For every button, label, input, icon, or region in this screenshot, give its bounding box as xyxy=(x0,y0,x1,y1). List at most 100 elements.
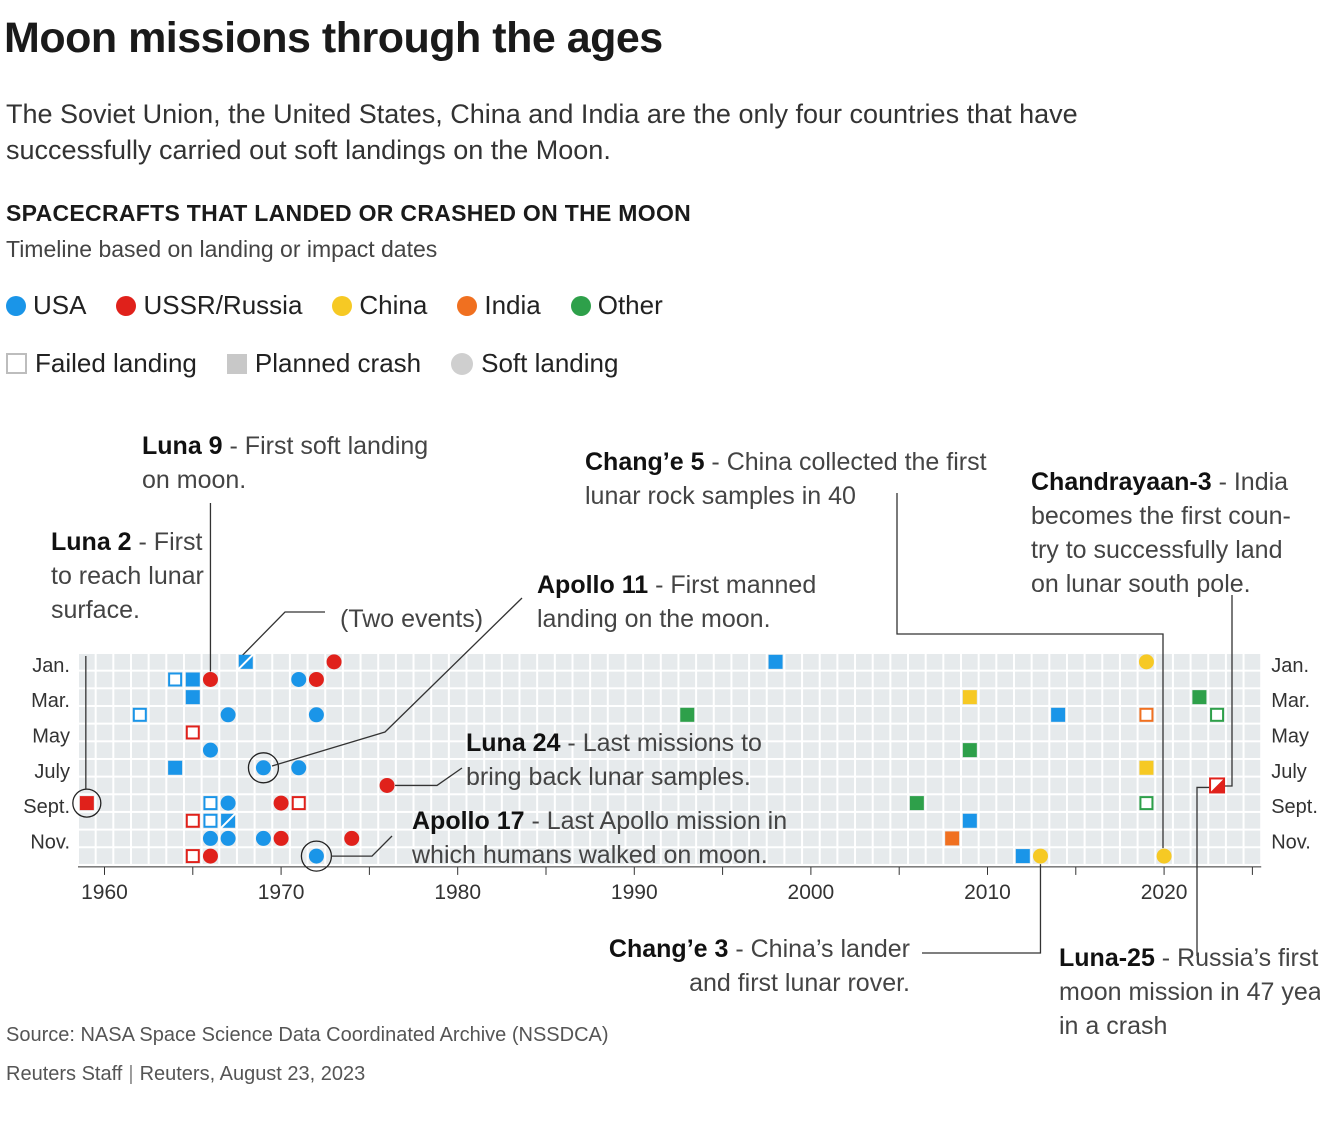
grid-cell xyxy=(697,795,713,811)
apollo11-annotation-text: landing on the moon. xyxy=(537,605,771,633)
mission-point-1965-12 xyxy=(185,849,200,864)
mission-point-1993-4 xyxy=(680,707,695,722)
luna25-leader xyxy=(1196,786,1210,956)
grid-cell xyxy=(184,742,201,758)
grid-cell xyxy=(1085,777,1102,794)
grid-cell xyxy=(326,689,342,705)
grid-cell xyxy=(661,689,678,705)
grid-cell xyxy=(979,671,996,688)
grid-cell xyxy=(873,830,890,847)
grid-cell xyxy=(449,759,466,776)
grid-cell xyxy=(379,654,395,670)
grid-cell xyxy=(750,706,766,723)
grid-cell xyxy=(1120,742,1137,758)
grid-cell xyxy=(1032,742,1049,758)
grid-cell xyxy=(820,724,837,741)
grid-cell xyxy=(343,724,360,741)
grid-cell xyxy=(1191,777,1208,794)
grid-cell xyxy=(661,795,678,811)
grid-cell xyxy=(502,706,519,723)
grid-cell xyxy=(396,706,413,723)
grid-cell xyxy=(803,706,819,723)
grid-cell xyxy=(767,795,784,811)
grid-cell xyxy=(361,812,378,829)
grid-cell xyxy=(679,724,696,741)
grid-cell xyxy=(414,706,431,723)
grid-cell xyxy=(555,848,572,864)
grid-cell xyxy=(467,742,484,758)
grid-cell xyxy=(873,706,890,723)
grid-cell xyxy=(379,812,395,829)
grid-cell xyxy=(1209,759,1225,776)
grid-cell xyxy=(997,689,1013,705)
grid-cell xyxy=(997,777,1013,794)
grid-cell xyxy=(1050,742,1066,758)
luna25-annotation-line: moon mission in 47 years ends xyxy=(1059,978,1320,1006)
grid-cell xyxy=(1138,742,1155,758)
grid-cell xyxy=(697,706,713,723)
grid-cell xyxy=(396,795,413,811)
grid-cell xyxy=(608,759,625,776)
luna9-annotation-text: - First soft landing xyxy=(223,432,429,460)
mission-point-1972-12 xyxy=(308,848,324,864)
grid-cell xyxy=(1014,724,1031,741)
luna9-annotation-line: Luna 9 - First soft landing xyxy=(142,432,428,460)
grid-cell xyxy=(962,830,978,847)
legend-item-failed: Failed landing xyxy=(6,348,197,379)
grid-cell xyxy=(396,724,413,741)
grid-cell xyxy=(644,777,660,794)
y-tick-label-left: Sept. xyxy=(23,796,70,818)
grid-cell xyxy=(1244,706,1261,723)
grid-cell xyxy=(891,795,908,811)
grid-cell xyxy=(997,671,1013,688)
grid-cell xyxy=(697,830,713,847)
grid-cell xyxy=(449,795,466,811)
luna2-annotation-title: Luna 2 xyxy=(51,528,132,556)
grid-cell xyxy=(838,742,855,758)
grid-cell xyxy=(290,777,307,794)
grid-cell xyxy=(167,830,183,847)
grid-cell xyxy=(962,706,978,723)
grid-cell xyxy=(732,706,749,723)
grid-cell xyxy=(926,671,943,688)
grid-cell xyxy=(502,742,519,758)
grid-cell xyxy=(856,742,872,758)
grid-cell xyxy=(891,777,908,794)
grid-cell xyxy=(485,795,501,811)
luna25-annotation: Luna-25 - Russia’s first moon mission in … xyxy=(1059,944,1320,1040)
grid-cell xyxy=(873,671,890,688)
luna2-annotation-text: to reach lunar xyxy=(51,562,204,590)
grid-cell xyxy=(1173,689,1190,705)
grid-cell xyxy=(1014,742,1031,758)
grid-cell xyxy=(273,724,289,741)
grid-cell xyxy=(1209,671,1225,688)
grid-cell xyxy=(750,671,766,688)
grid-cell xyxy=(343,777,360,794)
grid-cell xyxy=(573,777,590,794)
grid-cell xyxy=(820,689,837,705)
grid-cell xyxy=(785,724,802,741)
grid-cell xyxy=(96,848,113,864)
change5-annotation-text: lunar rock samples in 40 xyxy=(585,482,856,510)
grid-cell xyxy=(1103,795,1119,811)
grid-cell xyxy=(750,812,766,829)
grid-cell xyxy=(838,654,855,670)
grid-cell xyxy=(644,759,660,776)
grid-cell xyxy=(767,759,784,776)
grid-cell xyxy=(573,742,590,758)
grid-cell xyxy=(626,812,643,829)
grid-cell xyxy=(432,671,448,688)
grid-cell xyxy=(149,795,166,811)
grid-cell xyxy=(714,689,731,705)
grid-cell xyxy=(1032,759,1049,776)
grid-cell xyxy=(1067,812,1084,829)
luna2-ring xyxy=(72,788,102,818)
grid-cell xyxy=(114,706,130,723)
grid-cell xyxy=(1120,724,1137,741)
luna9-annotation-line: on moon. xyxy=(142,466,246,494)
apollo17-annotation-line: Apollo 17 - Last Apollo mission in xyxy=(412,807,787,835)
grid-cell xyxy=(1191,848,1208,864)
grid-cell xyxy=(679,812,696,829)
grid-cell xyxy=(538,724,554,741)
grid-cell xyxy=(79,689,95,705)
